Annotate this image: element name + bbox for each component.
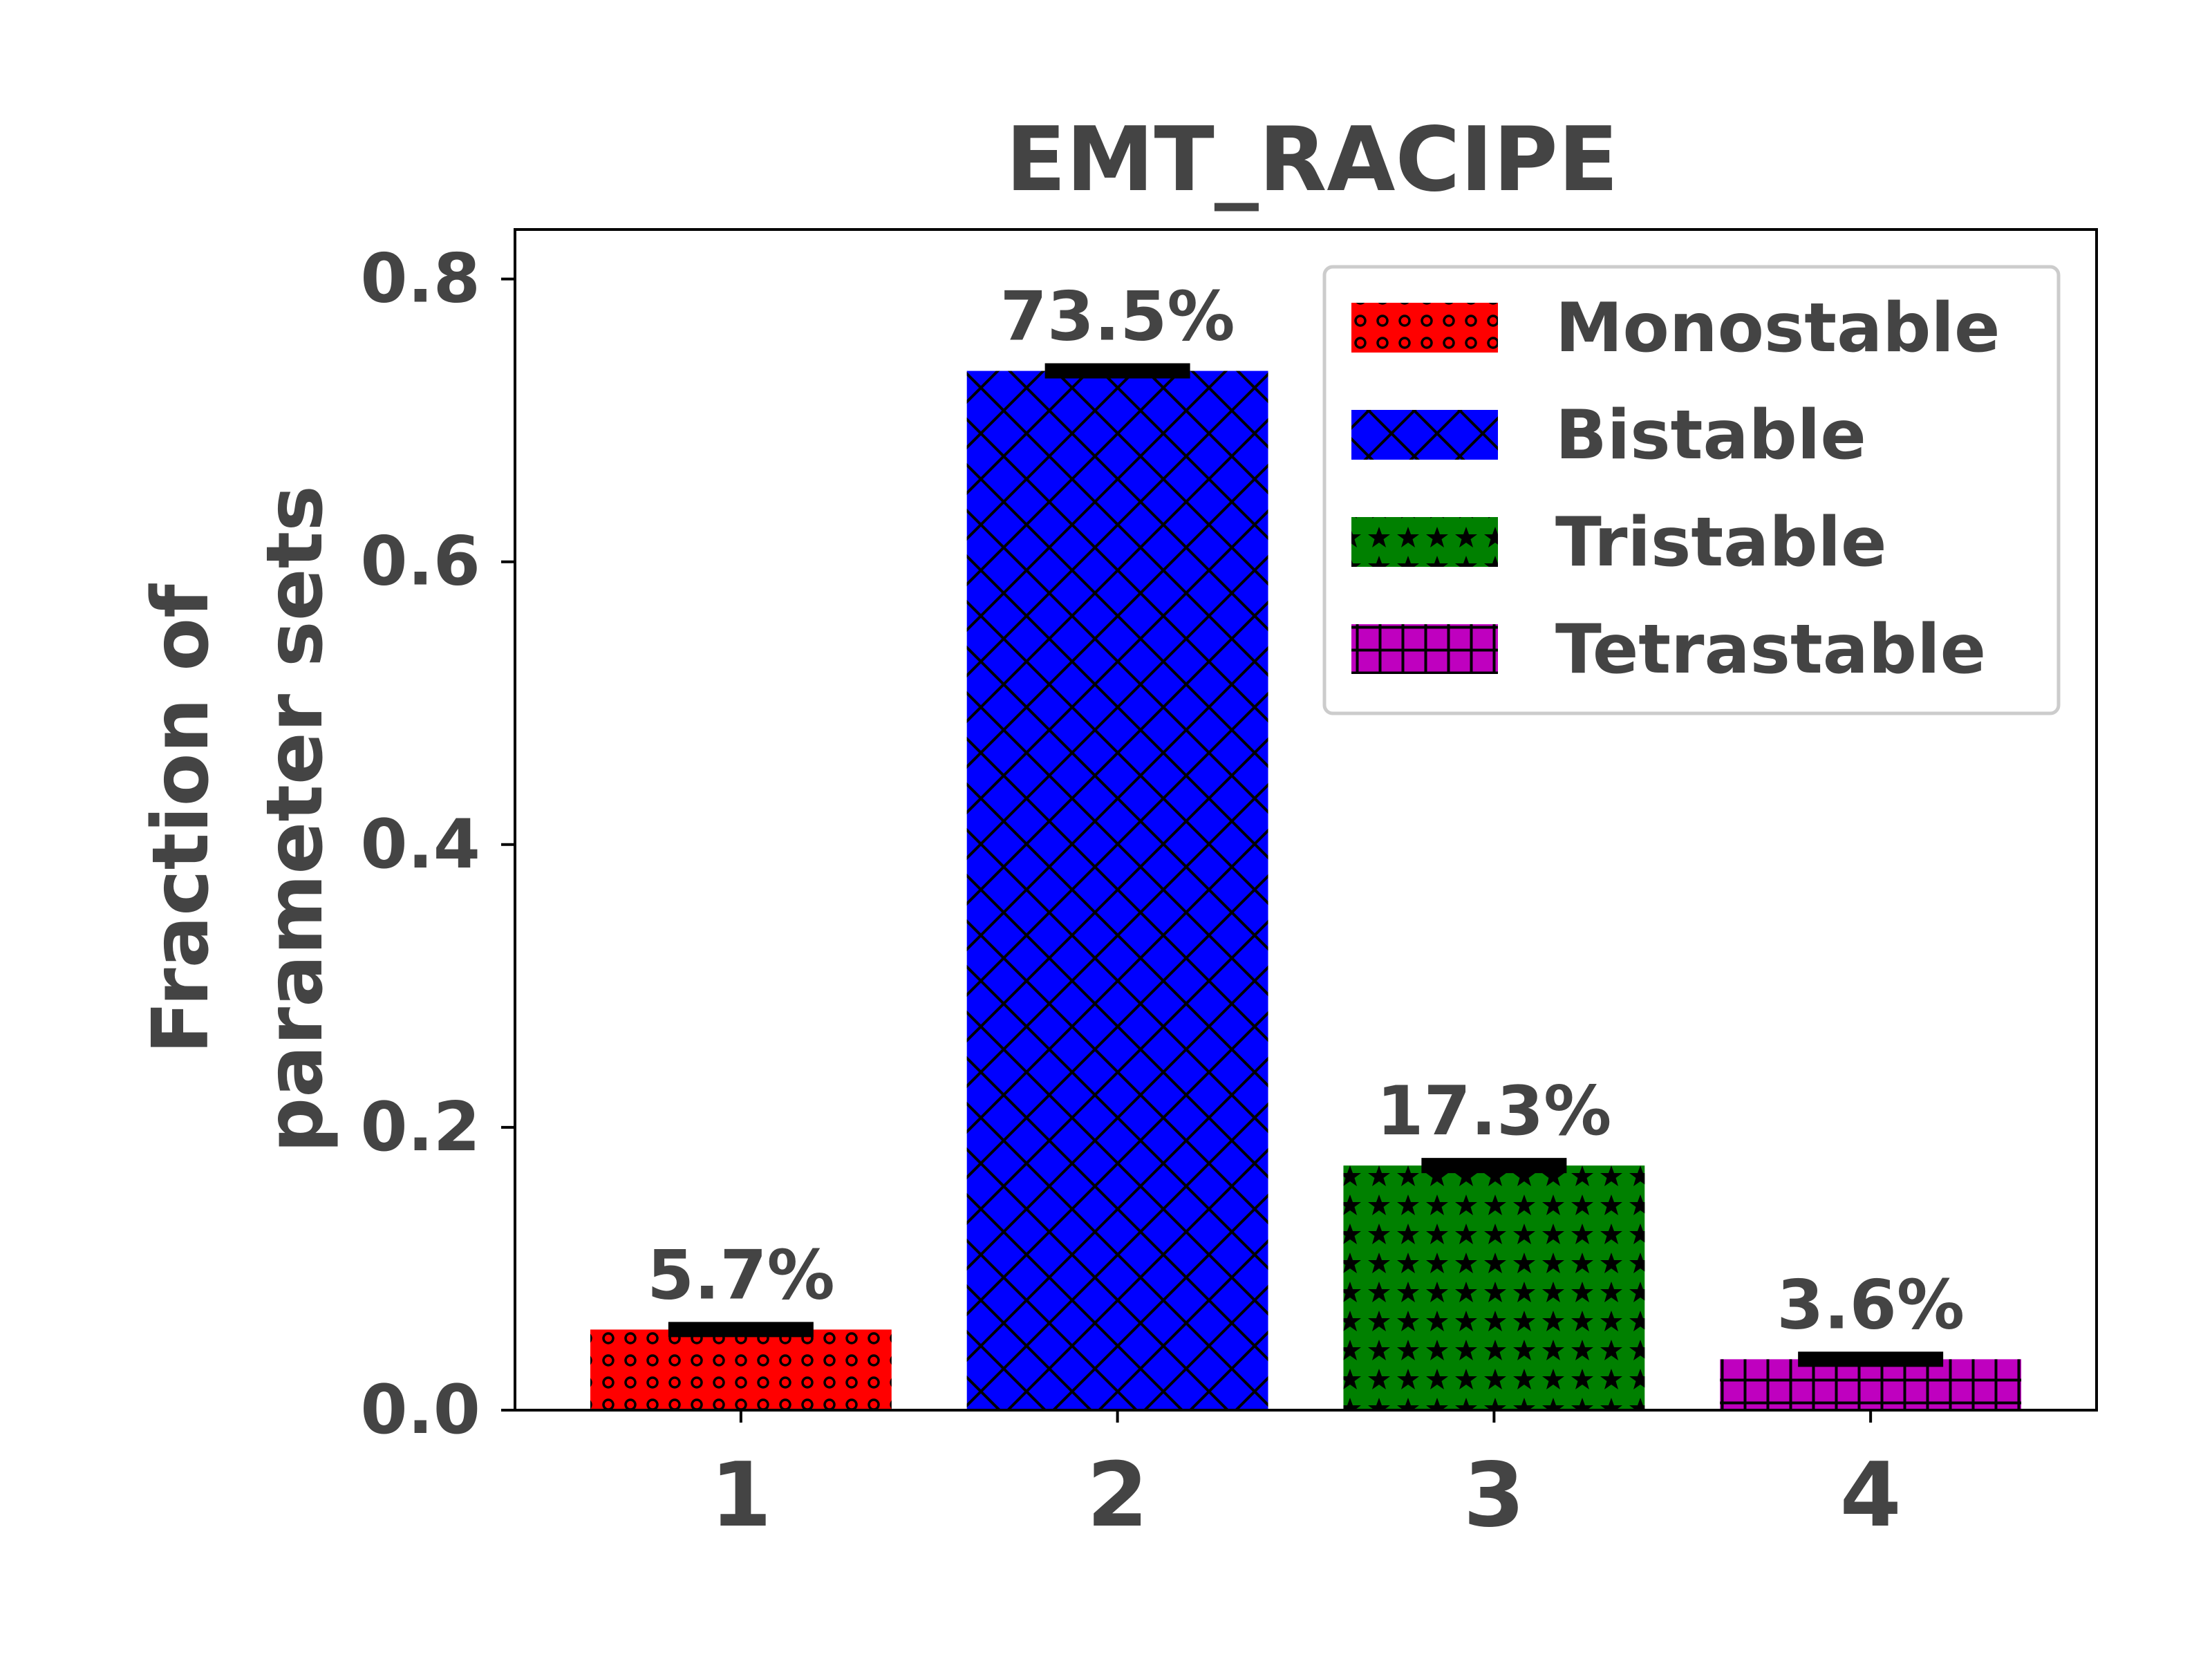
legend-swatch-hatch-tetrastable: [1351, 624, 1498, 674]
y-axis-label: Fraction of parameter sets: [136, 485, 340, 1153]
data-label-1: 5.7%: [647, 1236, 835, 1315]
bar-hatch-monostable: [590, 1329, 892, 1410]
data-label-4: 3.6%: [1777, 1266, 1965, 1344]
y-axis-label-line-1: Fraction of: [136, 583, 226, 1054]
data-label-3: 17.3%: [1376, 1072, 1611, 1151]
y-tick-label-0.8: 0.8: [360, 240, 480, 319]
y-axis-ticks: 0.0 0.2 0.4 0.6 0.8: [360, 240, 515, 1450]
legend-items: Monostable Bistable Tristable Tetrastable: [1351, 289, 2000, 689]
y-axis-label-line-2: parameter sets: [250, 485, 340, 1153]
chart-title: EMT_RACIPE: [1006, 109, 1619, 212]
bar-hatch-tristable: [1343, 1165, 1645, 1410]
legend-label-bistable: Bistable: [1555, 396, 1866, 475]
legend-swatch-hatch-bistable: [1351, 410, 1498, 460]
data-labels-group: 5.7% 73.5% 17.3% 3.6%: [647, 278, 1965, 1345]
bar-hatch-tetrastable: [1720, 1359, 2022, 1410]
x-tick-label-3: 3: [1463, 1444, 1525, 1547]
x-tick-label-4: 4: [1840, 1444, 1902, 1547]
y-tick-label-0.2: 0.2: [360, 1088, 480, 1167]
y-tick-label-0.0: 0.0: [360, 1371, 480, 1450]
x-tick-label-1: 1: [710, 1444, 771, 1547]
bars-group: [590, 363, 2022, 1410]
legend: Monostable Bistable Tristable Tetrastable: [1322, 265, 2061, 715]
x-tick-label-2: 2: [1087, 1444, 1148, 1547]
x-axis-ticks: 1 2 3 4: [710, 1410, 1902, 1547]
data-label-2: 73.5%: [1000, 278, 1235, 357]
legend-label-tristable: Tristable: [1555, 503, 1887, 582]
plot-area-frame: [514, 228, 2098, 1412]
y-tick-label-0.4: 0.4: [360, 805, 480, 884]
legend-swatch-hatch-monostable: [1351, 303, 1498, 353]
legend-label-monostable: Monostable: [1555, 289, 2000, 368]
legend-label-tetrastable: Tetrastable: [1555, 610, 1986, 689]
bar-hatch-bistable: [966, 371, 1268, 1410]
legend-frame: [1322, 265, 2061, 715]
y-tick-label-0.6: 0.6: [360, 523, 480, 601]
legend-swatch-hatch-tristable: [1351, 517, 1498, 567]
